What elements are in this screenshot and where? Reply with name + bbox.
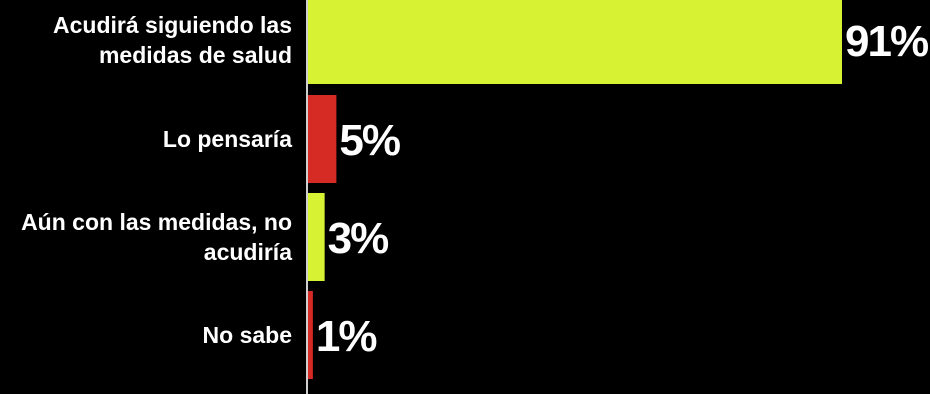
category-label-line: Aún con las medidas, no bbox=[21, 209, 292, 235]
bars-layer bbox=[307, 0, 842, 379]
category-label-line: acudiría bbox=[204, 239, 292, 265]
category-label-line: medidas de salud bbox=[99, 42, 292, 68]
bar-2 bbox=[307, 95, 337, 183]
bar-4 bbox=[307, 291, 313, 379]
category-label-4: No sabe bbox=[203, 322, 292, 348]
value-label-2: 5% bbox=[339, 116, 399, 165]
labels-layer: 91% Acudirá siguiendo las medidas de salud… bbox=[21, 12, 930, 361]
category-label-line: Acudirá siguiendo las bbox=[53, 12, 292, 38]
category-label-1: Acudirá siguiendo las medidas de salud bbox=[53, 12, 292, 68]
value-label-1: 91% bbox=[845, 17, 928, 66]
value-label-3: 3% bbox=[328, 214, 388, 263]
bar-3 bbox=[307, 193, 325, 281]
category-label-line: Lo pensaría bbox=[163, 126, 292, 152]
category-label-3: Aún con las medidas, no acudiría bbox=[21, 209, 292, 265]
value-label-4: 1% bbox=[316, 312, 376, 361]
bar-1 bbox=[307, 0, 842, 84]
category-label-2: Lo pensaría bbox=[163, 126, 292, 152]
category-label-line: No sabe bbox=[203, 322, 292, 348]
